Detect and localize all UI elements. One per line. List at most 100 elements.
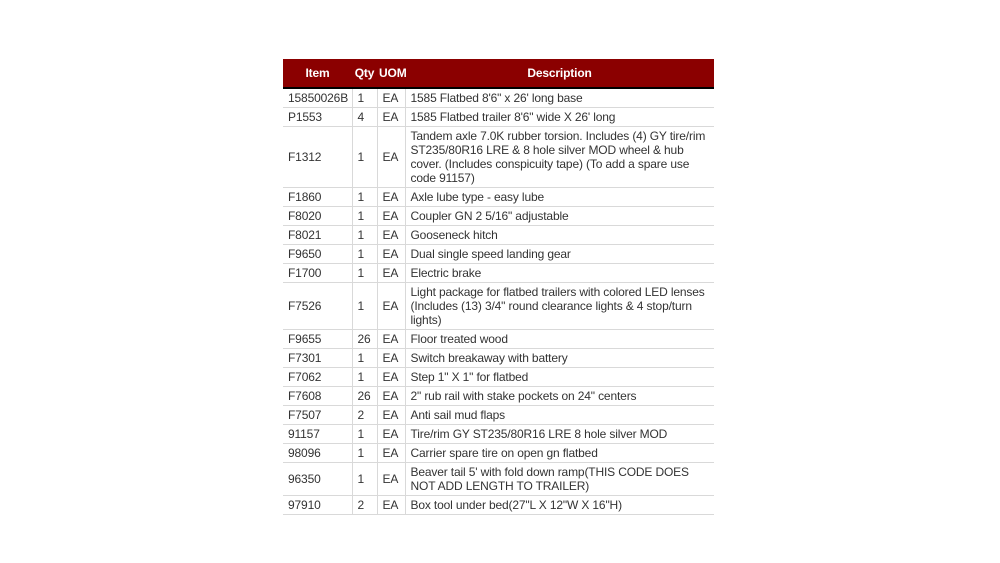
uom-cell: EA — [377, 263, 406, 283]
description-cell: Switch breakaway with battery — [405, 348, 714, 368]
qty-cell: 1 — [352, 462, 378, 496]
qty-cell: 1 — [352, 263, 378, 283]
item-cell: P1553 — [283, 107, 353, 127]
description-cell: Beaver tail 5' with fold down ramp(THIS … — [405, 462, 714, 496]
table-row: 15850026B 1 EA 1585 Flatbed 8'6" x 26' l… — [283, 88, 714, 108]
item-cell: F7608 — [283, 386, 353, 406]
item-cell: 97910 — [283, 495, 353, 515]
uom-cell: EA — [377, 282, 406, 330]
qty-cell: 2 — [352, 405, 378, 425]
item-cell: F1860 — [283, 187, 353, 207]
uom-cell: EA — [377, 495, 406, 515]
table-row: F7608 26 EA 2" rub rail with stake pocke… — [283, 386, 714, 406]
description-cell: Box tool under bed(27"L X 12"W X 16"H) — [405, 495, 714, 515]
item-cell: F7507 — [283, 405, 353, 425]
qty-cell: 1 — [352, 206, 378, 226]
table-row: F9650 1 EA Dual single speed landing gea… — [283, 244, 714, 264]
table-row: F7526 1 EA Light package for flatbed tra… — [283, 282, 714, 330]
description-cell: Electric brake — [405, 263, 714, 283]
description-cell: Tandem axle 7.0K rubber torsion. Include… — [405, 126, 714, 188]
column-header-uom: UOM — [377, 59, 407, 89]
table-row: 91157 1 EA Tire/rim GY ST235/80R16 LRE 8… — [283, 424, 714, 444]
uom-cell: EA — [377, 244, 406, 264]
description-cell: 2" rub rail with stake pockets on 24" ce… — [405, 386, 714, 406]
qty-cell: 1 — [352, 187, 378, 207]
uom-cell: EA — [377, 206, 406, 226]
uom-cell: EA — [377, 405, 406, 425]
uom-cell: EA — [377, 225, 406, 245]
qty-cell: 1 — [352, 348, 378, 368]
table-row: F7507 2 EA Anti sail mud flaps — [283, 405, 714, 425]
description-cell: Coupler GN 2 5/16" adjustable — [405, 206, 714, 226]
table-row: 98096 1 EA Carrier spare tire on open gn… — [283, 443, 714, 463]
uom-cell: EA — [377, 462, 406, 496]
uom-cell: EA — [377, 424, 406, 444]
items-table-container: Item Qty UOM Description 15850026B 1 EA … — [283, 59, 714, 515]
uom-cell: EA — [377, 187, 406, 207]
item-cell: 91157 — [283, 424, 353, 444]
item-cell: F7301 — [283, 348, 353, 368]
description-cell: Carrier spare tire on open gn flatbed — [405, 443, 714, 463]
description-cell: Tire/rim GY ST235/80R16 LRE 8 hole silve… — [405, 424, 714, 444]
qty-cell: 26 — [352, 329, 378, 349]
table-header: Item Qty UOM Description — [283, 59, 714, 89]
item-cell: 98096 — [283, 443, 353, 463]
uom-cell: EA — [377, 348, 406, 368]
qty-cell: 1 — [352, 282, 378, 330]
qty-cell: 1 — [352, 424, 378, 444]
items-table: Item Qty UOM Description 15850026B 1 EA … — [283, 59, 714, 515]
table-row: F8021 1 EA Gooseneck hitch — [283, 225, 714, 245]
description-cell: Axle lube type - easy lube — [405, 187, 714, 207]
description-cell: Step 1" X 1" for flatbed — [405, 367, 714, 387]
item-cell: F8021 — [283, 225, 353, 245]
description-cell: Anti sail mud flaps — [405, 405, 714, 425]
item-cell: F9655 — [283, 329, 353, 349]
qty-cell: 26 — [352, 386, 378, 406]
column-header-qty: Qty — [352, 59, 377, 89]
table-body: 15850026B 1 EA 1585 Flatbed 8'6" x 26' l… — [283, 88, 714, 515]
item-cell: 96350 — [283, 462, 353, 496]
item-cell: F1312 — [283, 126, 353, 188]
uom-cell: EA — [377, 367, 406, 387]
description-cell: 1585 Flatbed 8'6" x 26' long base — [405, 88, 714, 108]
column-header-description: Description — [405, 59, 714, 89]
column-header-item: Item — [283, 59, 352, 89]
qty-cell: 1 — [352, 443, 378, 463]
table-row: 96350 1 EA Beaver tail 5' with fold down… — [283, 462, 714, 496]
qty-cell: 1 — [352, 367, 378, 387]
description-cell: Gooseneck hitch — [405, 225, 714, 245]
item-cell: F8020 — [283, 206, 353, 226]
item-cell: F7062 — [283, 367, 353, 387]
uom-cell: EA — [377, 107, 406, 127]
table-row: F1860 1 EA Axle lube type - easy lube — [283, 187, 714, 207]
qty-cell: 1 — [352, 225, 378, 245]
table-row: F9655 26 EA Floor treated wood — [283, 329, 714, 349]
table-row: F1312 1 EA Tandem axle 7.0K rubber torsi… — [283, 126, 714, 188]
table-row: F8020 1 EA Coupler GN 2 5/16" adjustable — [283, 206, 714, 226]
qty-cell: 4 — [352, 107, 378, 127]
item-cell: F9650 — [283, 244, 353, 264]
qty-cell: 1 — [352, 126, 378, 188]
uom-cell: EA — [377, 88, 406, 108]
table-row: F7301 1 EA Switch breakaway with battery — [283, 348, 714, 368]
description-cell: 1585 Flatbed trailer 8'6" wide X 26' lon… — [405, 107, 714, 127]
table-row: F1700 1 EA Electric brake — [283, 263, 714, 283]
description-cell: Light package for flatbed trailers with … — [405, 282, 714, 330]
item-cell: 15850026B — [283, 88, 353, 108]
qty-cell: 1 — [352, 88, 378, 108]
table-row: P1553 4 EA 1585 Flatbed trailer 8'6" wid… — [283, 107, 714, 127]
description-cell: Floor treated wood — [405, 329, 714, 349]
qty-cell: 1 — [352, 244, 378, 264]
uom-cell: EA — [377, 329, 406, 349]
table-row: 97910 2 EA Box tool under bed(27"L X 12"… — [283, 495, 714, 515]
table-header-row: Item Qty UOM Description — [283, 59, 714, 89]
uom-cell: EA — [377, 126, 406, 188]
item-cell: F1700 — [283, 263, 353, 283]
qty-cell: 2 — [352, 495, 378, 515]
table-row: F7062 1 EA Step 1" X 1" for flatbed — [283, 367, 714, 387]
uom-cell: EA — [377, 443, 406, 463]
description-cell: Dual single speed landing gear — [405, 244, 714, 264]
uom-cell: EA — [377, 386, 406, 406]
item-cell: F7526 — [283, 282, 353, 330]
